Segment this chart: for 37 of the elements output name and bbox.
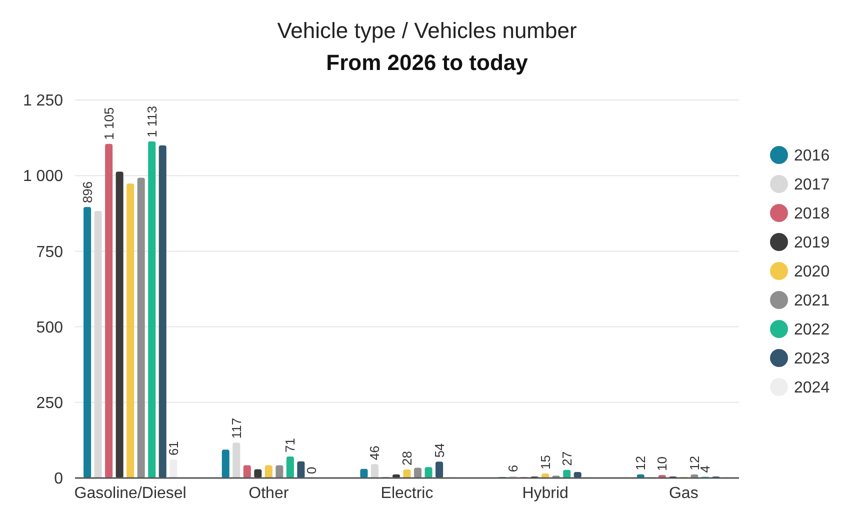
legend-label: 2016 [794, 148, 830, 165]
legend-label: 2017 [794, 176, 830, 194]
data-label: 12 [633, 456, 648, 470]
legend-label: 2021 [794, 292, 830, 310]
chart-subtitle: From 2026 to today [326, 50, 529, 75]
legend-label: 2024 [794, 380, 830, 397]
legend-label: 2020 [794, 264, 830, 281]
x-tick-label: Hybrid [522, 485, 568, 502]
data-label: 61 [166, 441, 181, 456]
data-label: 54 [432, 443, 447, 458]
data-label: 1 105 [101, 107, 116, 140]
data-label: 27 [559, 451, 574, 466]
legend-label: 2023 [794, 350, 830, 368]
data-label: 1 113 [144, 106, 160, 138]
legend-label: 2018 [794, 206, 830, 223]
y-tick-label: 1 250 [22, 92, 64, 110]
data-label: 117 [228, 418, 244, 439]
legend-label: 2022 [794, 322, 830, 339]
y-tick-label: 750 [36, 244, 64, 261]
data-label: 15 [538, 454, 553, 470]
y-tick-label: 0 [54, 470, 64, 488]
data-label: 28 [400, 451, 414, 466]
data-label: 46 [367, 446, 382, 460]
x-tick-label: Gas [668, 485, 698, 502]
data-label: 71 [282, 438, 298, 453]
y-tick-label: 500 [36, 319, 64, 336]
y-tick-label: 1 000 [22, 168, 64, 186]
data-label: 10 [654, 456, 670, 471]
legend-label: 2019 [794, 234, 830, 252]
data-label: 896 [80, 181, 95, 204]
data-label: 6 [506, 464, 521, 472]
data-label: 0 [304, 466, 320, 474]
chart-title: Vehicle type / Vehicles number [277, 18, 577, 43]
x-tick-label: Gasoline/Diesel [74, 485, 186, 502]
x-tick-label: Other [248, 485, 290, 502]
y-tick-label: 250 [36, 395, 64, 412]
x-tick-label: Electric [380, 485, 434, 502]
